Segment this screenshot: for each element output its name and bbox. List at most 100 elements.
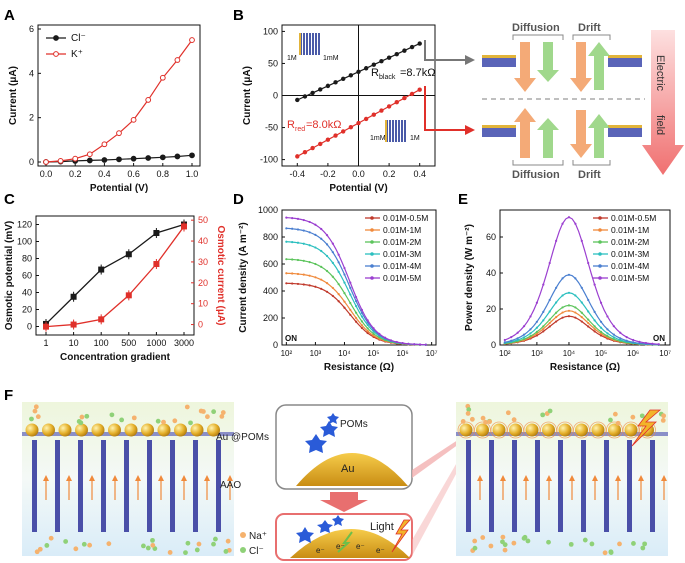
plot-frame bbox=[37, 24, 201, 167]
data-point bbox=[325, 234, 329, 237]
data-point bbox=[116, 156, 122, 163]
data-point bbox=[302, 242, 305, 245]
chart-e: 10² 10³ 10⁴ 10⁵ 10⁶ 10⁷ 0 20 40 60 Resistance (Ω) P… bbox=[464, 209, 671, 373]
electron-label-2: e⁻ bbox=[336, 542, 345, 551]
cation-flow-arrowhead bbox=[158, 475, 164, 481]
panel-label-a: A bbox=[4, 7, 15, 24]
au-nanoparticle bbox=[476, 423, 489, 437]
data-point bbox=[542, 327, 545, 330]
y-tick-label: 1000 bbox=[258, 205, 278, 215]
data-point bbox=[43, 159, 49, 165]
data-point bbox=[567, 216, 571, 219]
data-point bbox=[363, 66, 369, 71]
particle-glow bbox=[474, 421, 491, 439]
data-point bbox=[619, 338, 622, 342]
r-red-sub: red bbox=[295, 126, 305, 133]
data-point bbox=[331, 261, 334, 264]
legend-marker bbox=[598, 228, 602, 232]
data-point bbox=[619, 331, 622, 334]
callout-to-right-top bbox=[412, 432, 470, 478]
data-point bbox=[593, 310, 596, 313]
legend-marker bbox=[370, 276, 374, 280]
x-tick-label: -0.4 bbox=[290, 169, 306, 179]
y-tick-label-right: 40 bbox=[198, 236, 208, 246]
x-tick-label: 3000 bbox=[174, 338, 194, 348]
series-line-4 bbox=[504, 274, 659, 346]
on-label: ON bbox=[653, 334, 665, 343]
x-axis-label: Resistance (Ω) bbox=[550, 362, 620, 373]
data-point bbox=[510, 336, 513, 339]
legend-marker bbox=[598, 216, 602, 220]
particle-glow bbox=[589, 421, 607, 439]
data-point bbox=[555, 316, 558, 319]
data-point bbox=[308, 260, 311, 264]
x-axis-label: Resistance (Ω) bbox=[324, 362, 394, 373]
data-point bbox=[548, 298, 551, 302]
data-point bbox=[366, 319, 369, 322]
left-aao-pores bbox=[32, 440, 233, 532]
data-point bbox=[314, 262, 317, 266]
series-line-1 bbox=[45, 226, 185, 328]
data-point bbox=[612, 325, 615, 328]
data-point bbox=[354, 311, 358, 314]
y-tick-label-right: 30 bbox=[198, 257, 208, 267]
data-point bbox=[587, 298, 590, 302]
data-point bbox=[325, 137, 331, 142]
particle-glow bbox=[573, 421, 590, 439]
x-tick-label: 1.0 bbox=[186, 169, 199, 179]
bubble-light-label: Light bbox=[370, 521, 394, 533]
diffusion-arrow-orange-down-top bbox=[514, 42, 536, 92]
data-point bbox=[125, 251, 132, 258]
cl-ion bbox=[185, 540, 191, 546]
data-point bbox=[285, 258, 288, 261]
y-tick-label-left: 20 bbox=[22, 305, 32, 315]
cation-flow-arrowhead bbox=[227, 475, 233, 481]
series-line-0 bbox=[45, 223, 185, 325]
legend-label: Cl⁻ bbox=[71, 33, 86, 44]
bubble-poms-label: POMs bbox=[340, 419, 368, 430]
data-point bbox=[337, 283, 340, 286]
data-point bbox=[574, 311, 577, 314]
y-tick-label-left: 40 bbox=[22, 288, 32, 298]
na-ion bbox=[48, 535, 54, 541]
inset-label: 1mM bbox=[323, 55, 339, 62]
poms-star-6 bbox=[332, 515, 344, 526]
series-line-1 bbox=[286, 272, 426, 346]
legend-marker bbox=[53, 51, 59, 57]
plot-frame bbox=[281, 209, 437, 346]
cation-flow-arrowhead bbox=[661, 475, 667, 481]
bubble-au-label: Au bbox=[341, 463, 354, 475]
data-point bbox=[296, 282, 300, 286]
data-point bbox=[638, 340, 641, 343]
aao-pore-wall bbox=[627, 440, 632, 532]
data-point bbox=[98, 266, 105, 273]
data-point bbox=[341, 76, 346, 82]
data-point bbox=[325, 83, 331, 89]
au-nanoparticle bbox=[608, 423, 621, 437]
y-tick-label: 6 bbox=[29, 24, 34, 34]
data-point bbox=[349, 313, 352, 316]
data-point bbox=[291, 282, 294, 285]
data-point bbox=[580, 311, 583, 314]
cation-flow-arrowhead bbox=[135, 475, 141, 481]
legend-marker bbox=[598, 252, 602, 256]
data-point bbox=[360, 320, 364, 323]
r-red-value: =8.0kΩ bbox=[306, 119, 341, 131]
inset-pore bbox=[309, 33, 311, 55]
data-point bbox=[101, 141, 108, 148]
data-point bbox=[548, 325, 551, 328]
cl-ion bbox=[500, 539, 505, 545]
data-point bbox=[354, 320, 358, 323]
na-ion bbox=[167, 550, 173, 555]
na-ion bbox=[472, 538, 478, 544]
na-ion bbox=[617, 541, 622, 547]
data-point bbox=[548, 261, 551, 265]
cation-flow-arrowhead bbox=[181, 475, 187, 481]
connector-black-arrowhead bbox=[465, 55, 475, 65]
data-point bbox=[320, 249, 323, 253]
cl-ion bbox=[568, 541, 574, 547]
x-tick-label: 10² bbox=[499, 349, 511, 358]
electric-field-label-2: field bbox=[654, 115, 666, 135]
legend-label: 0.01M-2M bbox=[611, 237, 649, 247]
data-point bbox=[417, 41, 422, 46]
